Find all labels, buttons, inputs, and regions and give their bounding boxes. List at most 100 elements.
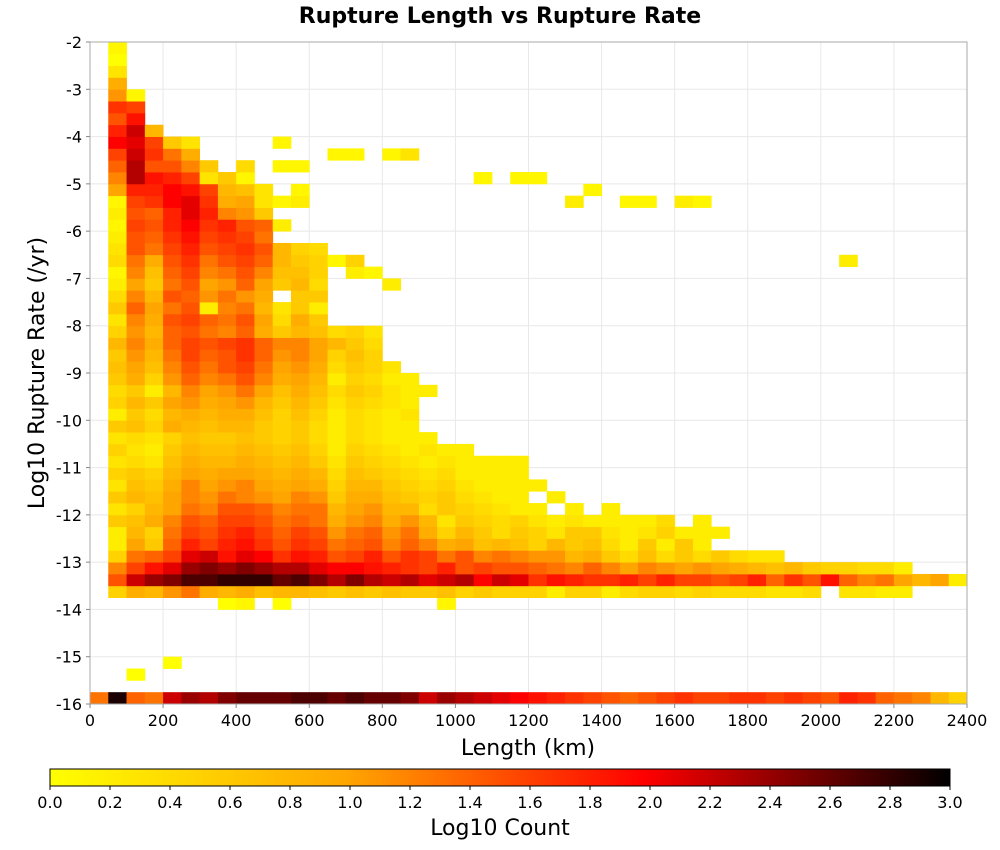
- colorbar: [49, 768, 951, 787]
- colorbar-tick-label: 2.8: [877, 793, 902, 812]
- heatmap-cell: [327, 254, 347, 268]
- heatmap-cell: [510, 491, 529, 504]
- heatmap-cell: [144, 396, 164, 409]
- heatmap-cell: [199, 526, 219, 539]
- heatmap-cell: [455, 692, 475, 705]
- heatmap-cell: [382, 514, 402, 528]
- heatmap-cell: [199, 479, 219, 492]
- heatmap-cell: [345, 396, 365, 409]
- heatmap-cell: [364, 396, 383, 409]
- heatmap-cell: [711, 562, 730, 575]
- heatmap-cell: [327, 585, 347, 599]
- heatmap-cell: [108, 136, 127, 149]
- heatmap-cell: [656, 550, 676, 563]
- heatmap-cell: [163, 526, 182, 539]
- heatmap-cell: [364, 503, 383, 516]
- heatmap-cell: [418, 514, 438, 528]
- heatmap-cell: [546, 514, 566, 528]
- colorbar-tick-label: 0.0: [37, 793, 62, 812]
- heatmap-cell: [163, 562, 182, 575]
- heatmap-cell: [382, 503, 402, 516]
- heatmap-cell: [144, 361, 164, 374]
- heatmap-cell: [692, 514, 712, 528]
- heatmap-cell: [565, 195, 584, 208]
- heatmap-cell: [290, 550, 310, 563]
- heatmap-cell: [601, 585, 621, 599]
- heatmap-cell: [382, 361, 402, 374]
- heatmap-cell: [400, 585, 420, 599]
- heatmap-cell: [236, 361, 255, 374]
- heatmap-cell: [437, 550, 456, 563]
- heatmap-cell: [546, 573, 566, 587]
- heatmap-cell: [181, 467, 201, 480]
- heatmap-cell: [217, 573, 237, 587]
- heatmap-cell: [802, 692, 822, 705]
- heatmap-cell: [290, 538, 310, 551]
- heatmap-cell: [345, 408, 365, 421]
- heatmap-cell: [290, 313, 310, 327]
- heatmap-cell: [254, 562, 274, 575]
- heatmap-cell: [272, 242, 292, 256]
- heatmap-cell: [272, 432, 292, 445]
- heatmap-cell: [217, 597, 237, 610]
- colorbar-tick-label: 1.2: [397, 793, 422, 812]
- heatmap-cell: [126, 443, 146, 457]
- heatmap-cell: [181, 479, 201, 492]
- y-tick-label: -3: [66, 80, 82, 99]
- heatmap-cell: [400, 384, 420, 398]
- heatmap-cell: [217, 396, 237, 409]
- heatmap-cell: [364, 538, 383, 551]
- heatmap-cell: [272, 479, 292, 492]
- heatmap-cell: [236, 384, 255, 398]
- x-axis-ticks: 0 200 400 600 800 1000 1200 1400 1600 1800 2000 220…: [85, 704, 987, 730]
- heatmap-cell: [948, 692, 968, 705]
- heatmap-cell: [638, 562, 657, 575]
- heatmap-cell: [583, 526, 602, 539]
- heatmap-cell: [181, 219, 201, 232]
- heatmap-cell: [236, 373, 255, 386]
- heatmap-cell: [199, 302, 219, 315]
- heatmap-cell: [491, 562, 511, 575]
- heatmap-cell: [272, 491, 292, 504]
- heatmap-cell: [418, 585, 438, 599]
- heatmap-cell: [236, 195, 255, 208]
- heatmap-cell: [455, 467, 475, 480]
- heatmap-cell: [455, 479, 475, 492]
- heatmap-cell: [784, 585, 803, 599]
- heatmap-cell: [199, 550, 219, 563]
- heatmap-cell: [254, 479, 274, 492]
- heatmap-cell: [875, 573, 895, 587]
- heatmap-cell: [692, 573, 712, 587]
- heatmap-cell: [711, 692, 730, 705]
- heatmap-cell: [327, 384, 347, 398]
- heatmap-cell: [163, 692, 182, 705]
- heatmap-cell: [272, 349, 292, 362]
- heatmap-cell: [163, 420, 182, 433]
- heatmap-cell: [674, 526, 694, 539]
- heatmap-cell: [126, 290, 146, 303]
- y-tick-label: -9: [66, 364, 82, 383]
- heatmap-cell: [217, 373, 237, 386]
- heatmap-cell: [236, 396, 255, 409]
- heatmap-cell: [144, 124, 164, 137]
- heatmap-cell: [491, 491, 511, 504]
- heatmap-cell: [437, 467, 456, 480]
- heatmap-cell: [108, 420, 127, 433]
- heatmap-cell: [254, 467, 274, 480]
- heatmap-cell: [181, 325, 201, 338]
- heatmap-cell: [437, 585, 456, 599]
- heatmap-cell: [272, 313, 292, 327]
- heatmap-cell: [108, 325, 127, 338]
- heatmap-cell: [217, 254, 237, 268]
- heatmap-cell: [126, 455, 146, 468]
- heatmap-cell: [327, 361, 347, 374]
- heatmap-cell: [236, 538, 255, 551]
- heatmap-cell: [893, 585, 913, 599]
- heatmap-cell: [163, 148, 182, 161]
- heatmap-cell: [272, 467, 292, 480]
- heatmap-cell: [766, 550, 785, 563]
- heatmap-cell: [455, 538, 475, 551]
- heatmap-cell: [729, 692, 749, 705]
- heatmap-cell: [674, 195, 694, 208]
